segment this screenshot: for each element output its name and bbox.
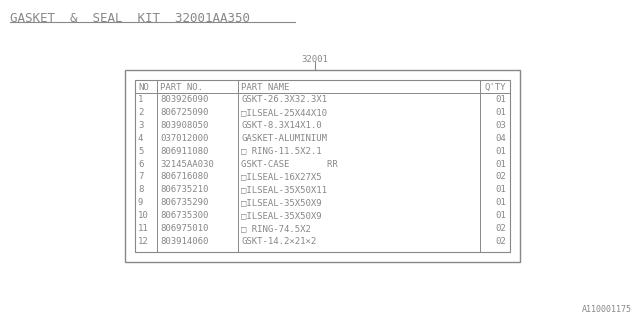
Text: 01: 01 <box>495 95 506 104</box>
Bar <box>135 80 510 252</box>
Bar <box>125 70 520 262</box>
Text: 8: 8 <box>138 185 143 195</box>
Text: □ILSEAL-16X27X5: □ILSEAL-16X27X5 <box>241 172 322 181</box>
Text: 32145AA030: 32145AA030 <box>160 160 214 169</box>
Text: 12: 12 <box>138 237 148 246</box>
Text: 04: 04 <box>495 134 506 143</box>
Text: GASKET  &  SEAL  KIT  32001AA350: GASKET & SEAL KIT 32001AA350 <box>10 12 250 25</box>
Text: 806735210: 806735210 <box>160 185 209 195</box>
Text: 803908050: 803908050 <box>160 121 209 130</box>
Text: GSKT-CASE       RR: GSKT-CASE RR <box>241 160 338 169</box>
Text: 2: 2 <box>138 108 143 117</box>
Text: 01: 01 <box>495 147 506 156</box>
Text: 1: 1 <box>138 95 143 104</box>
Text: 11: 11 <box>138 224 148 233</box>
Text: □ILSEAL-35X50X9: □ILSEAL-35X50X9 <box>241 198 322 207</box>
Text: 806716080: 806716080 <box>160 172 209 181</box>
Text: 806735300: 806735300 <box>160 211 209 220</box>
Text: 02: 02 <box>495 172 506 181</box>
Text: A110001175: A110001175 <box>582 305 632 314</box>
Text: GSKT-8.3X14X1.0: GSKT-8.3X14X1.0 <box>241 121 322 130</box>
Text: 806911080: 806911080 <box>160 147 209 156</box>
Text: 10: 10 <box>138 211 148 220</box>
Text: 6: 6 <box>138 160 143 169</box>
Text: PART NAME: PART NAME <box>241 83 289 92</box>
Text: 806725090: 806725090 <box>160 108 209 117</box>
Text: 01: 01 <box>495 108 506 117</box>
Text: □ RING-11.5X2.1: □ RING-11.5X2.1 <box>241 147 322 156</box>
Text: 4: 4 <box>138 134 143 143</box>
Text: 803914060: 803914060 <box>160 237 209 246</box>
Text: 5: 5 <box>138 147 143 156</box>
Text: GASKET-ALUMINIUM: GASKET-ALUMINIUM <box>241 134 327 143</box>
Text: □ RING-74.5X2: □ RING-74.5X2 <box>241 224 311 233</box>
Text: NO: NO <box>138 83 148 92</box>
Text: 01: 01 <box>495 198 506 207</box>
Text: 7: 7 <box>138 172 143 181</box>
Text: 9: 9 <box>138 198 143 207</box>
Text: 037012000: 037012000 <box>160 134 209 143</box>
Text: 02: 02 <box>495 224 506 233</box>
Text: □ILSEAL-35X50X9: □ILSEAL-35X50X9 <box>241 211 322 220</box>
Text: 01: 01 <box>495 160 506 169</box>
Text: PART NO.: PART NO. <box>160 83 203 92</box>
Text: 02: 02 <box>495 237 506 246</box>
Text: GSKT-14.2×21×2: GSKT-14.2×21×2 <box>241 237 316 246</box>
Text: □ILSEAL-35X50X11: □ILSEAL-35X50X11 <box>241 185 327 195</box>
Text: 01: 01 <box>495 185 506 195</box>
Text: 01: 01 <box>495 211 506 220</box>
Text: □ILSEAL-25X44X10: □ILSEAL-25X44X10 <box>241 108 327 117</box>
Text: Q'TY: Q'TY <box>484 83 506 92</box>
Text: GSKT-26.3X32.3X1: GSKT-26.3X32.3X1 <box>241 95 327 104</box>
Text: 32001: 32001 <box>301 55 328 64</box>
Text: 806735290: 806735290 <box>160 198 209 207</box>
Text: 806975010: 806975010 <box>160 224 209 233</box>
Text: 03: 03 <box>495 121 506 130</box>
Text: 3: 3 <box>138 121 143 130</box>
Text: 803926090: 803926090 <box>160 95 209 104</box>
